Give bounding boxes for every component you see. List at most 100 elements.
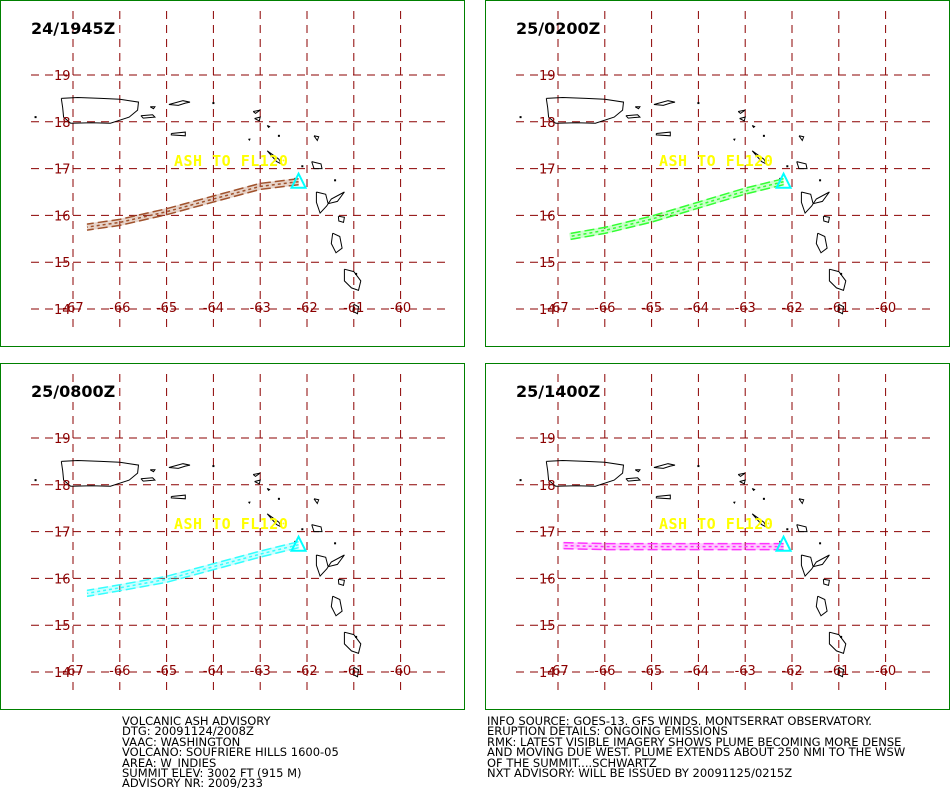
coastline-st-lucia [352,666,360,678]
lon-tick-label: -65 [641,664,662,679]
coastline-culebra [634,469,641,473]
ash-plume-line [562,547,784,551]
lat-tick-label: 18 [539,479,556,494]
coastline-virgin-islands [653,100,676,106]
lat-tick-label: 18 [539,116,556,131]
coastline-vieques [140,114,157,119]
ash-level-label: ASH TO FL120 [174,515,288,533]
coastline-st-croix [170,131,186,137]
volcano-triangle-icon [774,534,793,552]
map-panel-4: -67 -66 -65 -64 -63 -62 -61 -60 19 18 17 16 15 14 ASH … [485,363,950,710]
coastline-barbuda [313,498,320,505]
advisory-line: AREA: W_INDIES [122,755,217,770]
island-dot [277,134,280,137]
island-dot [212,465,215,468]
coastline-puerto-rico [60,459,140,487]
coastline-antigua [796,524,808,533]
island-dot [762,497,765,500]
lon-tick-label: -62 [296,664,317,679]
ash-plume-line [569,177,784,235]
lon-tick-label: -66 [594,664,615,679]
lon-tick-label: -64 [203,301,224,316]
coastline-st-barts [266,488,271,492]
advisory-line: DTG: 20091124/2008Z [122,724,254,739]
coastline-marie-galante [822,215,830,224]
lat-tick-label: 15 [539,619,556,634]
lon-tick-label: -63 [735,664,756,679]
coastline-saba [733,501,736,504]
coastline-anguilla [737,472,746,478]
lon-tick-label: -62 [781,301,802,316]
lon-tick-label: -67 [62,664,83,679]
panel-time-1: 24/1945Z [31,19,116,38]
coastline-virgin-islands [653,463,676,469]
coastline-puerto-rico [60,96,140,124]
ash-plume-line [86,543,299,595]
advisory-info-left: VOLCANIC ASH ADVISORY DTG: 20091124/2008… [122,714,339,789]
lat-tick-label: 19 [539,432,556,447]
lon-tick-label: -60 [390,664,411,679]
island-dot [277,497,280,500]
ash-level-label: ASH TO FL120 [174,152,288,170]
advisory-line: RMK: LATEST VISIBLE IMAGERY SHOWS PLUME … [487,734,902,749]
coastline-puerto-rico [545,459,625,487]
advisory-line: ERUPTION DETAILS: ONGOING EMISSIONS [487,724,728,739]
coastline-dominica [330,232,343,254]
coastline-culebra [149,106,156,110]
coastline-antigua [311,524,323,533]
map-svg-4: -67 -66 -65 -64 -63 -62 -61 -60 19 18 17 16 15 14 ASH … [516,374,934,694]
island-dot [355,272,358,275]
coastline-st-kitts [266,150,283,166]
coastline-vieques [625,477,642,482]
lat-tick-label: 17 [54,163,71,178]
island-dot [334,542,337,545]
lon-tick-label: -65 [156,301,177,316]
island-dot [819,179,822,182]
ash-plume-line [562,544,784,548]
advisory-info-right: INFO SOURCE: GOES-13. GFS WINDS. MONTSER… [487,714,905,779]
coastline-st-croix [170,494,186,500]
island-dot [519,116,522,119]
map-svg-2: -67 -66 -65 -64 -63 -62 -61 -60 19 18 17 16 15 14 ASH … [516,11,934,331]
coastline-marie-galante [337,578,345,587]
lon-tick-label: -63 [735,301,756,316]
island-dot [786,165,789,168]
ash-plume-line [562,541,784,545]
island-dot [697,465,700,468]
ash-plume-line [569,183,784,241]
coastline-st-kitts [266,513,283,529]
lat-tick-label: 15 [54,256,71,271]
coastline-dominica [815,595,828,617]
coastline-marie-galante [822,578,830,587]
lon-tick-label: -65 [156,664,177,679]
coastline-st-martin [254,116,261,122]
lat-tick-label: 17 [539,526,556,541]
coastline-culebra [149,469,156,473]
coastline-puerto-rico [545,96,625,124]
lon-tick-label: -64 [203,664,224,679]
lat-tick-label: 16 [54,209,71,224]
map-panel-2: -67 -66 -65 -64 -63 -62 -61 -60 19 18 17 16 15 14 ASH … [485,0,950,347]
volcano-triangle-icon [774,171,793,189]
lat-tick-label: 19 [54,69,71,84]
coastline-st-kitts [751,513,768,529]
advisory-line: VOLCANO: SOUFRIERE HILLS 1600-05 [122,745,339,760]
map-svg-3: -67 -66 -65 -64 -63 -62 -61 -60 19 18 17 16 15 14 ASH … [31,374,449,694]
island-dot [301,528,304,531]
advisory-line: VOLCANIC ASH ADVISORY [122,714,271,728]
ash-level-label: ASH TO FL120 [659,515,773,533]
lon-tick-label: -66 [109,301,130,316]
coastline-barbuda [313,135,320,142]
lat-tick-label: 14 [54,666,71,681]
coastline-culebra [634,106,641,110]
lon-tick-label: -61 [343,664,364,679]
lon-tick-label: -60 [875,301,896,316]
coastline-guadeloupe [315,554,345,578]
lat-tick-label: 19 [54,432,71,447]
island-dot [840,272,843,275]
lon-tick-label: -64 [688,301,709,316]
advisory-line: INFO SOURCE: GOES-13. GFS WINDS. MONTSER… [487,714,872,728]
lon-tick-label: -66 [109,664,130,679]
ash-plume-line [86,540,299,592]
ash-level-label: ASH TO FL120 [659,152,773,170]
